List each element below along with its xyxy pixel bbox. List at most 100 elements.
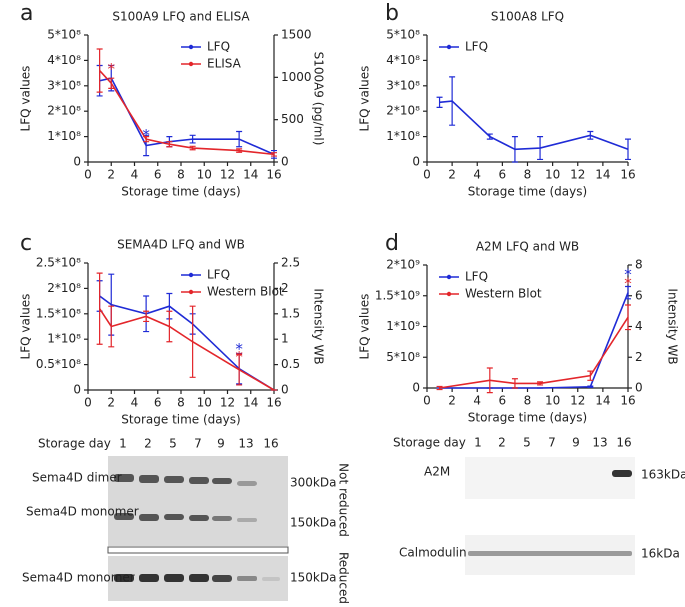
row-label: Sema4D dimer: [32, 471, 122, 485]
day-label: 7: [194, 437, 202, 451]
y2-tick-label: 2: [635, 350, 643, 364]
row-label: Sema4D monomer: [26, 505, 139, 519]
legend-marker: [188, 61, 194, 67]
error-bar: [436, 385, 443, 391]
x-tick-label: 4: [473, 394, 481, 408]
x-axis-label: Storage time (days): [121, 413, 240, 427]
y2-tick-label: 2: [281, 281, 289, 295]
day-label: 2: [144, 437, 152, 451]
y-tick-label: 1.5*10⁹: [375, 288, 420, 302]
x-tick-label: 14: [595, 394, 610, 408]
panel-label: c: [20, 231, 32, 256]
error-bar: [143, 310, 150, 323]
day-label: 5: [523, 436, 531, 450]
row-label: Sema4D monomer: [22, 571, 135, 585]
day-label: 13: [238, 437, 253, 451]
series-line: [99, 77, 275, 156]
error-bar: [143, 136, 150, 143]
y2-tick-label: 4: [635, 319, 643, 333]
chart-title: S100A8 LFQ: [491, 10, 564, 24]
x-tick-label: 0: [84, 396, 92, 410]
legend-label: Western Blot: [465, 287, 542, 301]
x-tick-label: 12: [570, 168, 585, 182]
error-bar: [449, 76, 456, 126]
legend-marker: [188, 272, 194, 278]
y2-axis-label: S100A9 (pg/ml): [312, 52, 326, 146]
error-bar: [236, 130, 243, 148]
x-tick-label: 16: [620, 394, 635, 408]
y2-tick-label: 1500: [281, 28, 312, 42]
error-bar: [96, 48, 103, 93]
legend-label: LFQ: [465, 270, 488, 284]
x-tick-label: 8: [177, 396, 185, 410]
y2-tick-label: 2.5: [281, 256, 300, 270]
x-tick-label: 0: [423, 394, 431, 408]
x-tick-label: 10: [197, 168, 212, 182]
x-tick-label: 8: [177, 168, 185, 182]
error-bar: [587, 385, 594, 388]
x-axis-label: Storage time (days): [121, 185, 240, 199]
size-label: 150kDa: [290, 571, 336, 585]
x-tick-label: 12: [570, 394, 585, 408]
series-line: [439, 100, 629, 151]
x-tick-label: 0: [84, 168, 92, 182]
error-bar: [625, 138, 631, 161]
day-label: 9: [572, 436, 580, 450]
x-axis-label: Storage time (days): [468, 185, 587, 199]
legend-label: LFQ: [207, 268, 230, 282]
blot-d: Storage day 1 2 5 7 9 13 16 A2M Calmodul…: [393, 436, 685, 575]
error-bar: [486, 367, 493, 394]
y-tick-label: 2*10⁸: [47, 281, 81, 295]
y-tick-label: 0: [73, 155, 81, 169]
y-tick-label: 2.5*10⁸: [36, 256, 81, 270]
legend-marker: [188, 289, 194, 295]
y-tick-label: 0: [412, 381, 420, 395]
x-tick-label: 14: [595, 168, 610, 182]
day-label: 7: [548, 436, 556, 450]
error-bar: [511, 136, 518, 163]
x-tick-label: 4: [473, 168, 481, 182]
error-bar: [96, 272, 103, 345]
error-bar: [108, 77, 115, 89]
y-tick-label: 1*10⁸: [47, 129, 81, 143]
day-label: 5: [169, 437, 177, 451]
annotation: *: [108, 60, 116, 78]
annotation: *: [624, 266, 632, 284]
x-tick-label: 10: [545, 168, 560, 182]
x-tick-label: 14: [243, 396, 258, 410]
y-tick-label: 1*10⁹: [386, 319, 420, 333]
y-tick-label: 1.5*10⁸: [36, 306, 81, 320]
y-tick-label: 5*10⁸: [47, 28, 81, 42]
x-tick-label: 4: [131, 168, 139, 182]
annotation: *: [235, 340, 243, 358]
series-line: [98, 308, 275, 391]
band: [612, 470, 632, 477]
x-tick-label: 10: [545, 394, 560, 408]
day-label: 9: [217, 437, 225, 451]
chart-title: SEMA4D LFQ and WB: [117, 238, 245, 252]
day-label: 13: [592, 436, 607, 450]
error-bar: [189, 305, 196, 378]
error-bar: [189, 145, 196, 151]
annotation: *: [624, 274, 632, 292]
x-tick-label: 6: [154, 168, 162, 182]
error-bar: [625, 285, 631, 300]
panel-label: a: [20, 1, 33, 26]
blot-image: [465, 457, 635, 499]
day-label: 16: [263, 437, 278, 451]
y-tick-label: 0: [412, 155, 420, 169]
annotation: *: [235, 348, 243, 366]
y-tick-label: 0: [73, 383, 81, 397]
y2-tick-label: 8: [635, 258, 643, 272]
blot-image: [108, 456, 288, 546]
bands: [114, 474, 280, 582]
y-tick-label: 1*10⁸: [386, 129, 420, 143]
legend-marker: [446, 291, 452, 297]
y-axis-label: LFQ values: [358, 66, 372, 132]
y2-tick-label: 1: [281, 332, 289, 346]
panel-label: b: [385, 1, 399, 26]
x-tick-label: 0: [423, 168, 431, 182]
error-bar: [166, 310, 173, 343]
blot-c: Storage day 1 2 5 7 9 13 16 Sema4D dimer…: [22, 437, 351, 605]
